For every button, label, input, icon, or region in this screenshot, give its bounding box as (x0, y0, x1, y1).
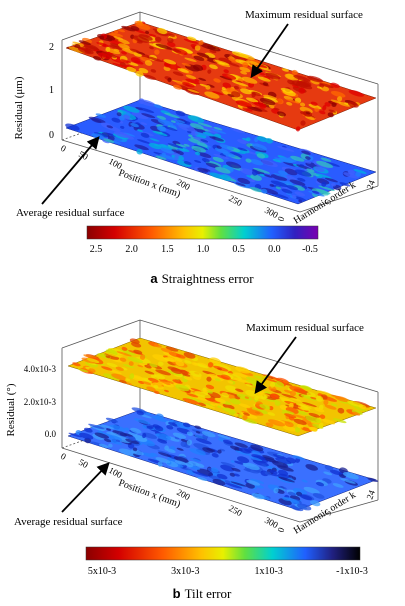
panel-b-z-label: Residual (°) (5, 383, 17, 436)
x-tick: 0 (59, 451, 68, 462)
k-tick: 24 (364, 178, 377, 190)
panel-b-harmonic-ticks: 0 5 24 (275, 488, 377, 533)
colorbar-tick: 1x10-3 (254, 566, 282, 577)
panel-a-harmonic-ticks: 0 5 24 (275, 178, 377, 222)
panel-b-max-texture (72, 338, 370, 433)
colorbar-tick: 2.0 (125, 244, 138, 255)
x-tick: 0 (59, 143, 68, 154)
panel-b-avg-texture (68, 407, 379, 512)
panel-a-z-label: Residual (μm) (13, 76, 25, 139)
panel-b-caption: b Tilt error (173, 586, 232, 601)
k-tick: 5 (322, 198, 333, 206)
panel-a-colorbar (86, 225, 319, 240)
x-tick: 50 (77, 457, 90, 470)
panel-a-avg-texture (65, 98, 367, 203)
k-tick: 0 (275, 215, 286, 223)
panel-b-colorbar-ticks: 5x10-3 3x10-3 1x10-3 -1x10-3 (88, 566, 368, 577)
panel-a-annotation-avg: Average residual surface (16, 207, 125, 219)
panel-b: 0.0 2.0x10-3 4.0x10-3 Residual (°) 0 50 … (5, 319, 379, 601)
colorbar-tick: 5x10-3 (88, 566, 116, 577)
colorbar-tick: -0.5 (302, 244, 318, 255)
panel-a-arrow-max (250, 23, 289, 79)
panel-b-annotation-avg: Average residual surface (14, 516, 123, 528)
panel-b-z-ticks: 0.0 2.0x10-3 4.0x10-3 (24, 364, 57, 439)
panel-b-colorbar (85, 546, 361, 561)
colorbar-tick: 1.0 (197, 244, 210, 255)
panel-a-max-texture (67, 20, 364, 132)
panel-a: 0 1 2 Residual (μm) 0 50 100 200 250 300… (13, 9, 379, 286)
panel-a-position-label: Position x (mm) (117, 167, 182, 200)
k-tick: 24 (364, 488, 377, 500)
z-tick: 4.0x10-3 (24, 364, 57, 374)
k-tick: 5 (322, 509, 333, 517)
panel-a-caption: a Straightness error (150, 271, 254, 286)
panel-b-arrow-avg (61, 462, 110, 513)
z-tick: 0 (49, 130, 54, 141)
panel-b-arrow-max (254, 336, 297, 395)
panel-a-z-ticks: 0 1 2 (49, 42, 54, 141)
colorbar-tick: -1x10-3 (336, 566, 368, 577)
z-tick: 2 (49, 42, 54, 53)
panel-a-annotation-max: Maximum residual surface (245, 9, 363, 21)
z-tick: 2.0x10-3 (24, 397, 57, 407)
panel-b-annotation-max: Maximum residual surface (246, 322, 364, 334)
z-tick: 0.0 (45, 429, 57, 439)
colorbar-tick: 1.5 (161, 244, 174, 255)
panel-a-colorbar-ticks: 2.5 2.0 1.5 1.0 0.5 0.0 -0.5 (90, 244, 318, 255)
z-tick: 1 (49, 85, 54, 96)
colorbar-tick: 2.5 (90, 244, 103, 255)
panel-a-arrow-avg (41, 136, 100, 205)
k-tick: 0 (275, 526, 286, 534)
colorbar-tick: 0.5 (232, 244, 245, 255)
colorbar-tick: 3x10-3 (171, 566, 199, 577)
x-tick: 250 (227, 503, 244, 518)
colorbar-tick: 0.0 (268, 244, 281, 255)
x-tick: 250 (227, 193, 244, 208)
